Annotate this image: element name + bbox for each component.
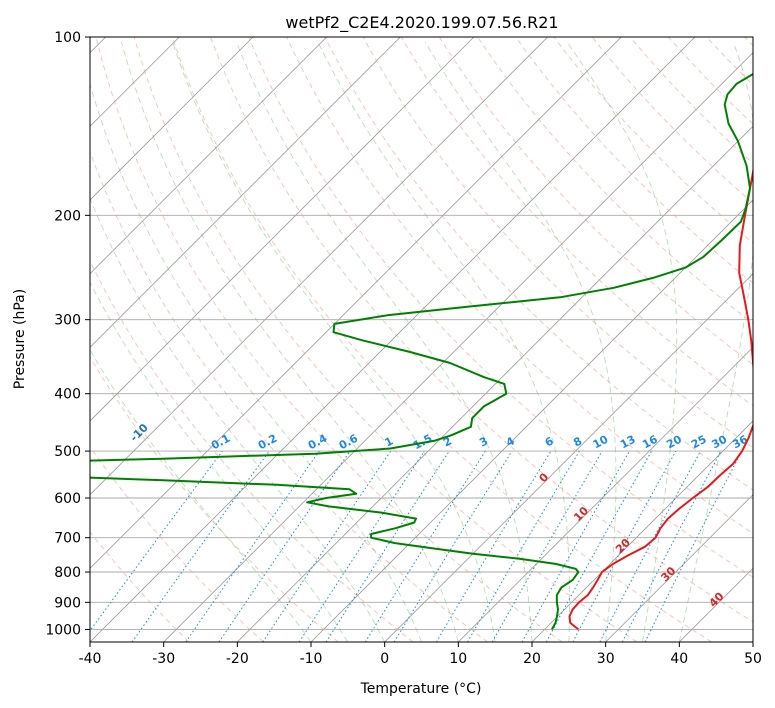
dry-adiabat-line (248, 37, 753, 578)
temperature-line (568, 166, 753, 631)
y-tick-label: 900 (54, 595, 81, 611)
x-tick-label: 10 (449, 651, 467, 667)
dry-adiabat-line (210, 37, 753, 623)
mixing-ratio-label: 13 (618, 433, 638, 452)
y-tick-label: 500 (54, 444, 81, 460)
mixing-ratio-label: 10 (591, 433, 611, 452)
y-tick-label: 700 (54, 531, 81, 547)
dry-adiabat-line (133, 37, 638, 642)
dry-adiabat-line (95, 37, 563, 642)
mixing-ratio-line (90, 450, 223, 632)
isotherm-line (384, 273, 753, 642)
mixing-ratio-line (218, 450, 351, 642)
y-tick-label: 800 (54, 565, 81, 581)
y-tick-label: 1000 (45, 622, 81, 638)
dry-adiabat-line (553, 37, 753, 244)
y-tick-label: 300 (54, 313, 81, 329)
moist-adiabat-line (90, 281, 349, 642)
dry-adiabat-label: -10 (128, 421, 151, 444)
mixing-ratio-line (644, 450, 743, 642)
isotherm-line (90, 37, 475, 422)
moist-adiabat-line (317, 41, 570, 642)
x-axis-label: Temperature (°C) (360, 681, 482, 697)
dry-adiabat-line (90, 445, 264, 642)
mixing-ratio-label: 20 (664, 433, 684, 452)
mixing-ratio-line (467, 450, 580, 642)
x-tick-label: 20 (523, 651, 541, 667)
mixing-ratio-line (131, 450, 270, 642)
dry-adiabat-line (706, 37, 753, 86)
isotherm-label: 30 (658, 564, 678, 584)
isotherm-line (90, 37, 622, 569)
dry-adiabat-line (90, 531, 190, 642)
x-tick-label: -10 (300, 651, 323, 667)
moist-adiabat-line (424, 41, 617, 642)
x-tick-label: -30 (152, 651, 175, 667)
moist-adiabat-line (235, 41, 533, 642)
x-tick-label: 40 (670, 651, 688, 667)
mixing-ratio-line (521, 450, 630, 642)
mixing-ratio-line (545, 450, 653, 642)
moist-adiabat-line (678, 41, 753, 642)
isotherm-line (90, 37, 401, 348)
dry-adiabat-line (90, 150, 488, 642)
x-tick-label: 30 (597, 651, 615, 667)
isotherm-line (458, 346, 753, 642)
x-tick-label: -20 (226, 651, 249, 667)
dry-adiabat-line (744, 37, 753, 47)
isotherm-line (310, 199, 753, 642)
dry-adiabat-line (90, 259, 414, 642)
y-axis-label: Pressure (hPa) (12, 289, 28, 389)
moist-adiabat-line (172, 41, 496, 642)
mixing-ratio-label: 0.1 (209, 432, 232, 453)
isotherm-line (90, 37, 254, 201)
isotherm-line (752, 641, 753, 642)
mixing-ratio-line (435, 450, 552, 642)
dry-adiabat-line (668, 37, 753, 125)
moist-adiabat-line (90, 349, 312, 642)
moist-adiabat-line (566, 41, 678, 642)
moist-adiabat-line (121, 41, 459, 642)
moist-adiabat-line (90, 197, 386, 642)
dry-adiabat-line (439, 37, 753, 365)
isotherm-label: 20 (613, 536, 633, 556)
y-tick-label: 600 (54, 491, 81, 507)
isotherm-label: 40 (707, 590, 727, 610)
chart-title: wetPf2_C2E4.2020.199.07.56.R21 (285, 13, 558, 33)
y-tick-label: 400 (54, 387, 81, 403)
isotherm-line (237, 125, 753, 642)
x-tick-label: 50 (744, 651, 762, 667)
y-tick-label: 200 (54, 208, 81, 224)
dry-adiabat-line (90, 356, 339, 642)
mixing-ratio-label: 16 (640, 433, 660, 452)
isotherm-line (90, 37, 696, 642)
mixing-ratio-line (325, 450, 450, 642)
isotherm-line (90, 37, 327, 275)
mixing-ratio-label: 0.4 (306, 432, 330, 453)
mixing-ratio-label: 8 (571, 434, 584, 449)
mixing-ratio-line (298, 450, 425, 642)
x-tick-label: -40 (79, 651, 102, 667)
mixing-ratio-label: 30 (710, 433, 730, 452)
isotherm-line (679, 567, 753, 642)
mixing-ratio-line (262, 450, 392, 642)
isotherm-line (531, 420, 753, 642)
isotherm-line (163, 52, 753, 642)
isotherm-line (605, 494, 753, 642)
x-tick-label: 0 (380, 651, 389, 667)
dry-adiabat-line (286, 37, 753, 534)
mixing-ratio-line (185, 450, 320, 642)
dry-adiabat-line (171, 37, 712, 642)
plot-frame (89, 36, 754, 643)
mixing-ratio-label: 25 (689, 433, 709, 452)
y-tick-label: 100 (54, 30, 81, 46)
dry-adiabat-line (515, 37, 753, 284)
isotherm-line (90, 37, 548, 496)
dewpoint-line (90, 72, 753, 630)
isotherm-label: 10 (571, 504, 591, 524)
dry-adiabat-line (400, 37, 753, 407)
mixing-ratio-line (393, 450, 513, 642)
